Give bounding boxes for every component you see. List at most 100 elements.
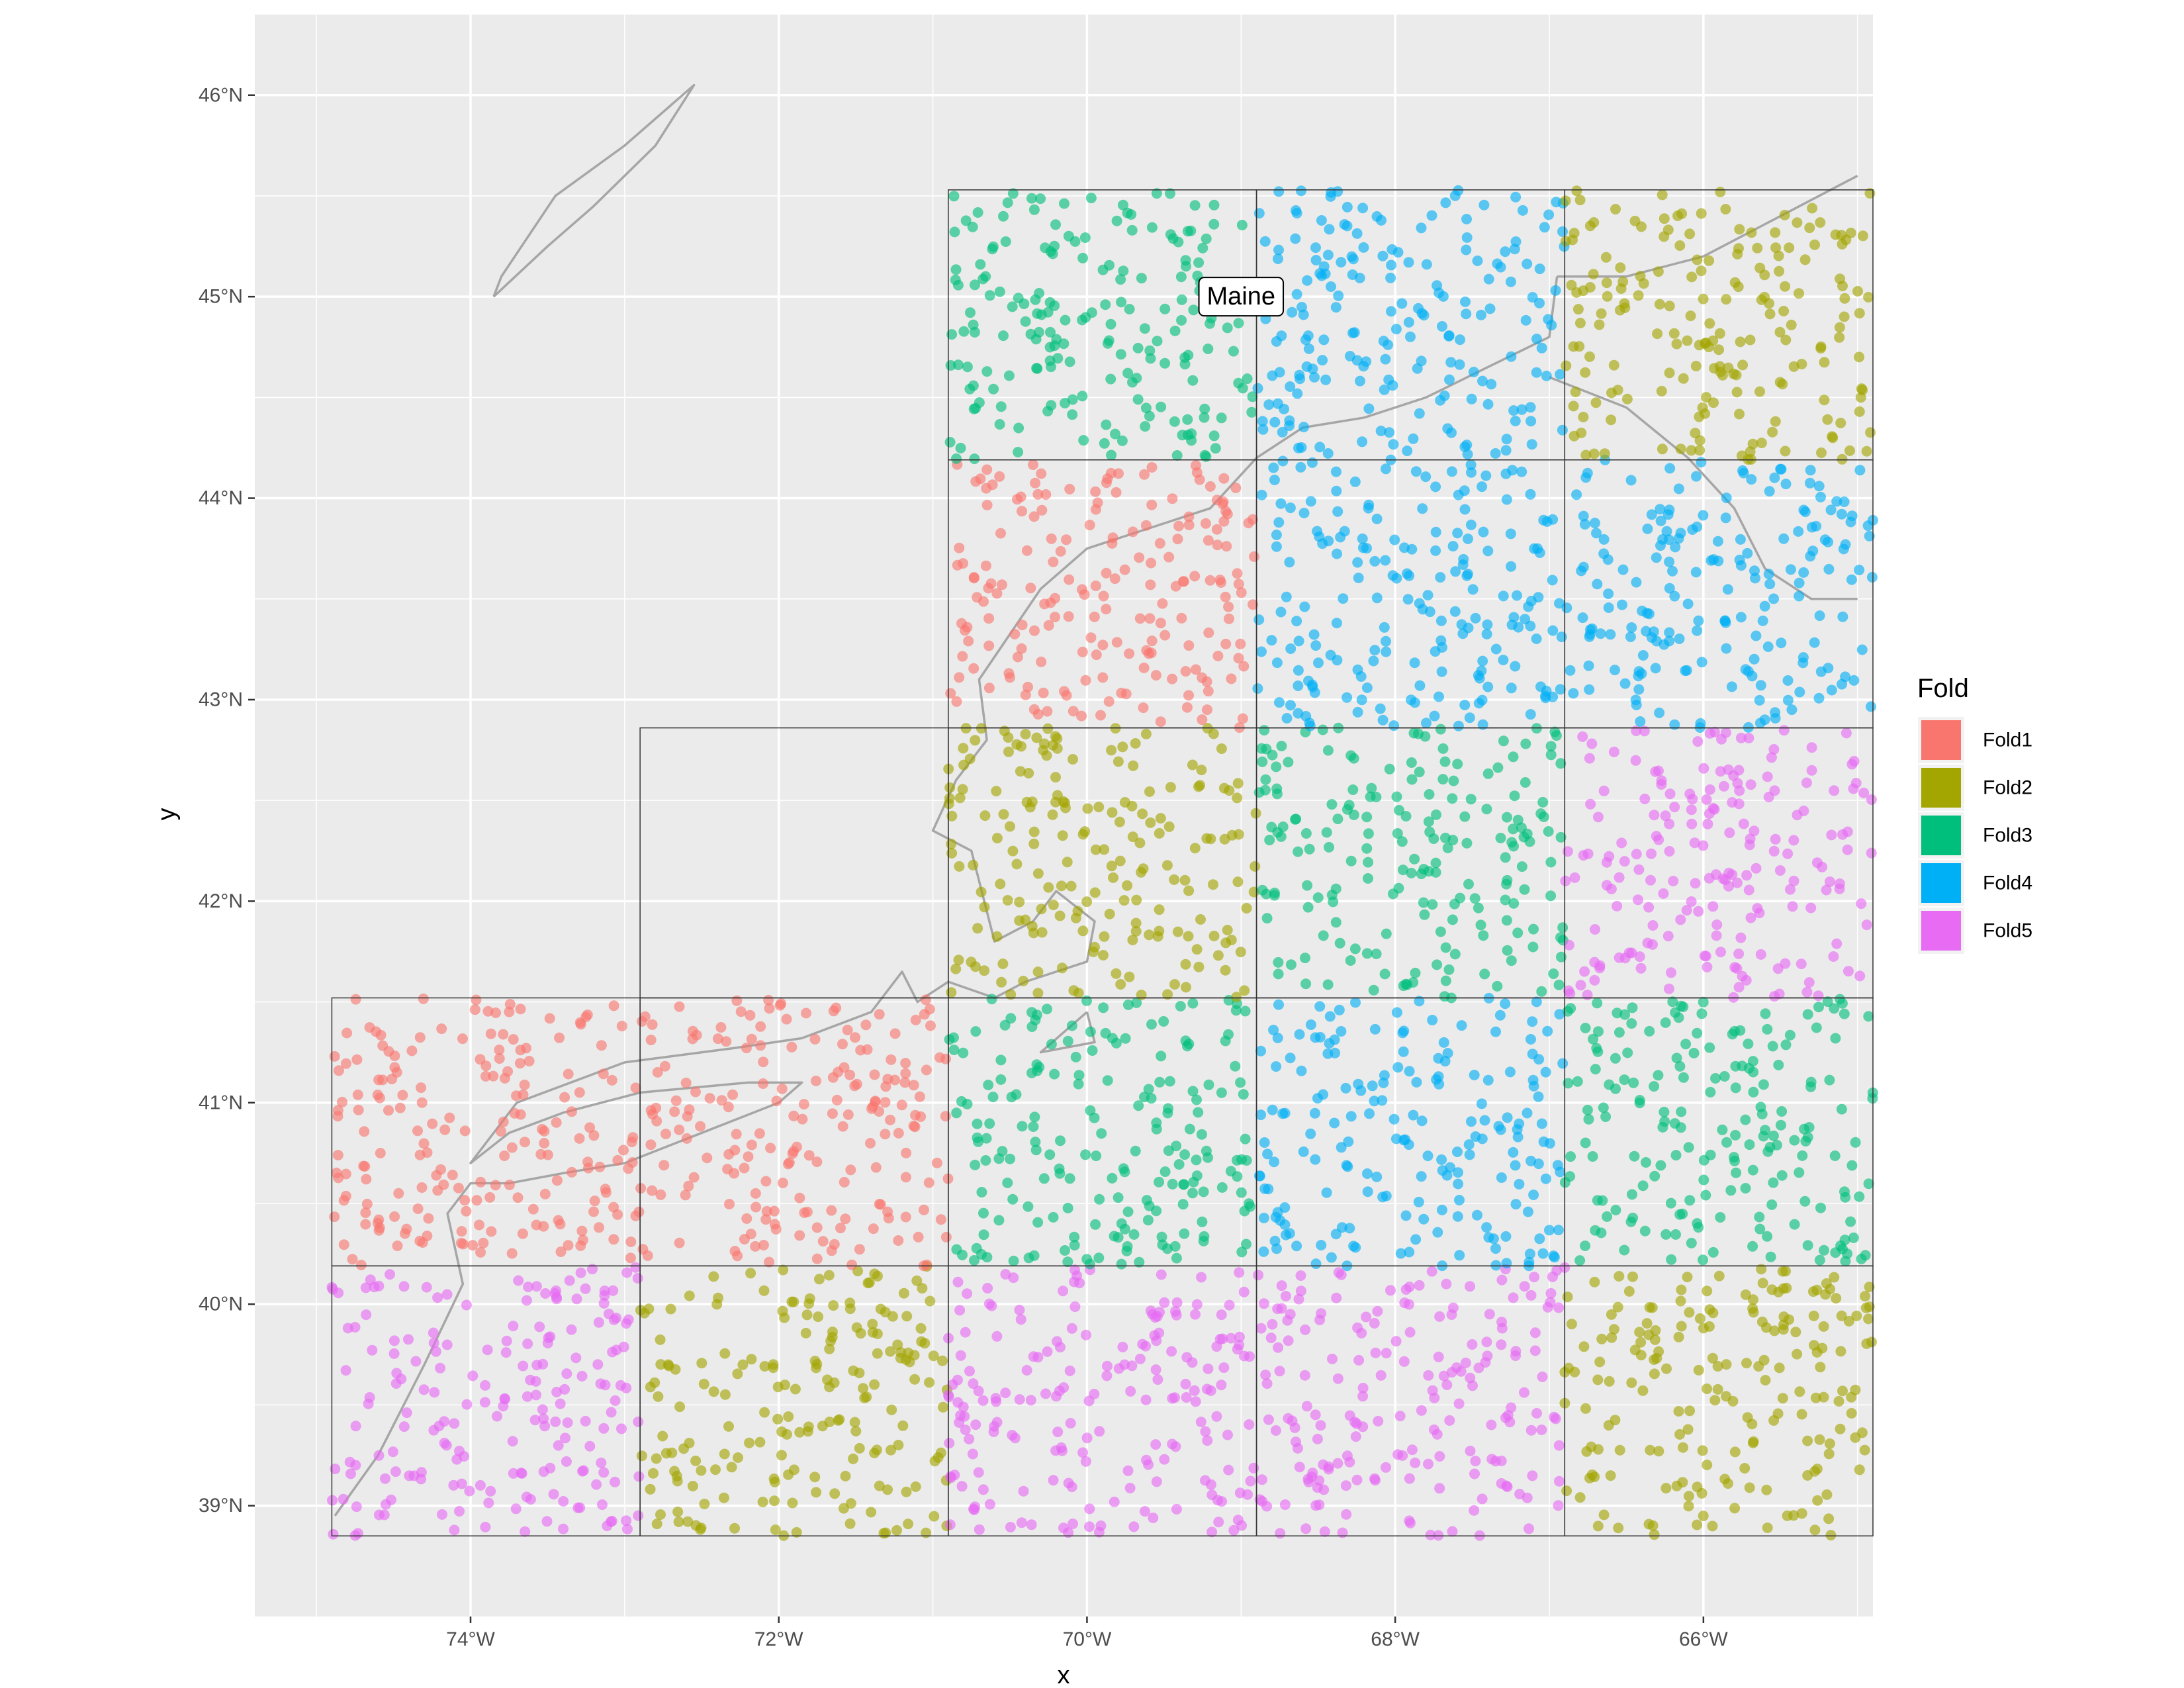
sample-point [1418, 1213, 1430, 1225]
sample-point [1322, 448, 1334, 459]
sample-point [1216, 743, 1227, 754]
sample-point [1617, 599, 1627, 610]
sample-point [1003, 668, 1015, 679]
sample-point [1446, 1367, 1457, 1378]
y-tick-label: 43°N [199, 688, 243, 710]
sample-point [1180, 255, 1191, 266]
sample-point [900, 1211, 911, 1223]
sample-point [1161, 860, 1173, 871]
sample-point [1040, 489, 1052, 500]
sample-point [531, 1219, 542, 1231]
sample-point [681, 1133, 692, 1144]
sample-point [1171, 1309, 1182, 1321]
sample-point [1588, 448, 1600, 459]
sample-point [1645, 874, 1656, 886]
sample-point [1424, 789, 1435, 800]
sample-point [787, 1497, 798, 1509]
sample-point [508, 1321, 519, 1332]
sample-point [1822, 414, 1833, 425]
sample-point [1306, 457, 1318, 468]
sample-point [436, 1023, 447, 1035]
sample-point [1259, 236, 1271, 247]
sample-point [1427, 1385, 1438, 1396]
sample-point [1812, 1495, 1823, 1506]
sample-point [1500, 1412, 1511, 1423]
sample-point [1678, 1002, 1689, 1012]
sample-point [1472, 1209, 1482, 1221]
sample-point [1155, 618, 1166, 629]
sample-point [1631, 849, 1642, 860]
sample-point [1704, 1321, 1715, 1332]
sample-point [1519, 1387, 1529, 1398]
sample-point [1030, 1137, 1041, 1148]
sample-point [1698, 293, 1709, 305]
sample-point [1115, 274, 1126, 285]
sample-point [763, 994, 774, 1006]
sample-point [1394, 805, 1404, 816]
sample-point [1045, 326, 1056, 338]
sample-point [1404, 1066, 1415, 1077]
sample-point [976, 886, 987, 898]
sample-point [1043, 620, 1054, 631]
sample-point [1077, 1447, 1089, 1458]
sample-point [1553, 979, 1565, 990]
sample-point [1036, 927, 1048, 938]
sample-point [506, 1248, 518, 1259]
sample-point [1181, 1392, 1192, 1403]
sample-point [495, 1126, 506, 1137]
sample-point [1826, 684, 1837, 696]
sample-point [1863, 1178, 1874, 1190]
sample-point [588, 1206, 599, 1217]
sample-point [1839, 1008, 1850, 1019]
sample-point [1432, 1227, 1443, 1238]
sample-point [880, 1129, 891, 1140]
sample-point [726, 1462, 737, 1473]
sample-point [1130, 917, 1142, 929]
sample-point [1380, 555, 1391, 566]
sample-point [1764, 308, 1776, 320]
sample-point [1505, 528, 1516, 539]
sample-point [674, 1401, 686, 1413]
sample-point [1222, 925, 1233, 935]
sample-point [817, 1236, 829, 1247]
sample-point [1480, 470, 1492, 481]
sample-point [1095, 710, 1106, 721]
sample-point [1442, 843, 1453, 853]
sample-point [1228, 1524, 1240, 1536]
sample-point [1025, 1395, 1036, 1406]
sample-point [1253, 614, 1265, 626]
sample-point [1848, 1232, 1859, 1243]
sample-point [1861, 445, 1872, 457]
sample-point [1606, 884, 1617, 894]
sample-point [380, 1473, 390, 1484]
sample-point [970, 735, 981, 746]
sample-point [1017, 506, 1027, 517]
sample-point [1678, 1442, 1688, 1453]
sample-point [1296, 185, 1306, 197]
sample-point [1831, 1293, 1842, 1304]
sample-point [1068, 985, 1079, 996]
sample-point [1781, 1282, 1792, 1293]
sample-point [338, 1239, 349, 1250]
sample-point [1090, 504, 1101, 515]
sample-point [951, 696, 962, 707]
sample-point [970, 1419, 981, 1430]
sample-point [1197, 242, 1208, 254]
sample-point [1616, 837, 1627, 849]
sample-point [1647, 1520, 1659, 1531]
sample-point [1044, 1149, 1056, 1160]
sample-point [891, 1524, 902, 1536]
sample-point [757, 1497, 768, 1507]
sample-point [1778, 1324, 1789, 1335]
sample-point [1752, 242, 1763, 254]
sample-point [1792, 217, 1803, 228]
sample-point [1241, 903, 1252, 914]
sample-point [946, 847, 958, 859]
sample-point [1704, 784, 1715, 795]
sample-point [1399, 542, 1410, 553]
sample-point [1749, 653, 1760, 665]
sample-point [554, 1032, 565, 1043]
sample-point [1038, 1173, 1050, 1184]
sample-point [563, 1068, 574, 1080]
sample-point [674, 1001, 685, 1012]
